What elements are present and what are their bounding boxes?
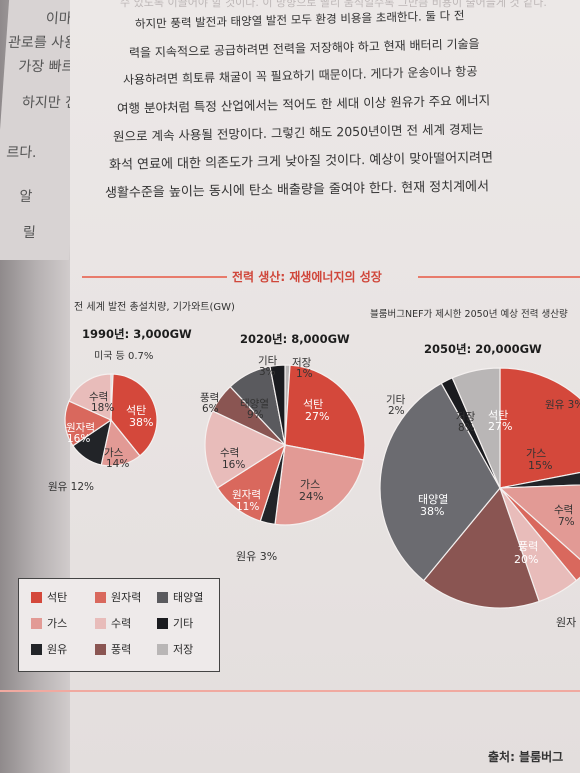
- label-2020-hydro-pct: 16%: [222, 459, 246, 471]
- label-1990-coal: 석탄: [126, 404, 147, 417]
- label-2050-other-pct: 2%: [388, 405, 405, 417]
- label-2050-wind: 풍력: [518, 540, 539, 553]
- label-2020-wind-pct: 6%: [202, 403, 219, 415]
- label-1990-nuclear-pct: 16%: [67, 433, 91, 445]
- figure-subtitle: 전 세계 발전 총설치량, 기가와트(GW): [74, 302, 235, 313]
- legend-swatch-coal: [31, 591, 42, 603]
- legend-hydro: 수력: [95, 615, 131, 631]
- legend-swatch-oil: [31, 643, 42, 655]
- label-2020-storage-pct: 1%: [296, 368, 313, 380]
- bottom-rule: [0, 690, 580, 692]
- chart-legend: 석탄 원자력 태양열 가스 수력 기타 원유 풍력 저장: [18, 578, 220, 672]
- legend-swatch-nuclear: [95, 591, 106, 603]
- year-label-2050: 2050년: 20,000GW: [424, 342, 542, 356]
- slice-2050-8: [499, 471, 580, 489]
- slice-2050-0: [499, 367, 580, 489]
- year-label-1990: 1990년: 3,000GW: [82, 327, 192, 341]
- legend-label-oil: 원유: [47, 643, 68, 656]
- label-2050-storage: 저장: [456, 411, 476, 423]
- legend-label-gas: 가스: [47, 617, 68, 630]
- forecast-note: 블룸버그NEF가 제시한 2050년 예상 전력 생산량: [370, 309, 568, 320]
- label-2020-solar-pct: 9%: [247, 409, 264, 421]
- legend-nuclear: 원자력: [95, 589, 141, 605]
- label-2020-nuclear-pct: 11%: [236, 501, 260, 513]
- slice-2050-5: [379, 382, 501, 582]
- label-2050-coal: 석탄: [488, 409, 509, 422]
- label-2020-nuclear: 원자력: [232, 489, 261, 501]
- label-1990-nuclear: 원자력: [66, 422, 95, 434]
- label-2020-other: 기타: [258, 355, 278, 367]
- slice-1990-3: [64, 400, 113, 447]
- legend-other: 기타: [157, 615, 193, 631]
- legend-label-solar: 태양열: [173, 591, 204, 604]
- label-2050-wind-pct: 20%: [514, 553, 539, 566]
- label-2050-nuclear: 원자: [556, 616, 577, 629]
- label-1990-oil: 원유 12%: [48, 481, 94, 493]
- legend-swatch-solar: [157, 591, 168, 603]
- title-rule-right: [418, 276, 580, 278]
- slice-2020-1: [274, 444, 365, 526]
- pie-1990: [64, 373, 158, 467]
- label-2020-oil: 원유 3%: [236, 550, 278, 563]
- legend-swatch-storage: [157, 643, 168, 655]
- legend-label-storage: 저장: [173, 643, 194, 656]
- label-2050-coal-pct: 27%: [488, 420, 513, 433]
- title-rule-left: [82, 276, 227, 278]
- legend-coal: 석탄: [31, 589, 67, 605]
- legend-swatch-other: [157, 617, 168, 629]
- label-1990-hydro: 수력: [89, 391, 109, 403]
- bleed-text-1: [90, 520, 94, 534]
- figure-source: 출처: 블룸버그: [488, 750, 564, 764]
- legend-solar: 태양열: [157, 589, 203, 605]
- label-2020-gas-pct: 24%: [299, 490, 324, 503]
- text-line-0: 수 있도록 이끌어야 할 것이다. 이 방향으로 빨리 움직일수록 그만큼 비용…: [120, 0, 547, 9]
- label-2020-hydro: 수력: [220, 447, 240, 459]
- label-2050-gas: 가스: [526, 447, 547, 460]
- label-2020-coal-pct: 27%: [305, 410, 330, 423]
- legend-label-nuclear: 원자력: [111, 591, 142, 604]
- label-1990-gas-pct: 14%: [106, 458, 130, 470]
- label-2050-hydro: 수력: [554, 504, 574, 516]
- pie-2050: [379, 367, 580, 609]
- label-2050-storage-pct: 8%: [458, 422, 475, 434]
- label-2050-solar: 태양열: [418, 493, 449, 506]
- slice-2050-7: [451, 367, 501, 489]
- label-2050-gas-pct: 15%: [528, 459, 553, 472]
- figure-title: 전력 생산: 재생에너지의 성장: [232, 270, 382, 284]
- label-2020-other-pct: 3%: [259, 366, 276, 378]
- label-2020-wind: 풍력: [200, 392, 220, 404]
- legend-swatch-gas: [31, 617, 42, 629]
- label-1990-other: 미국 등 0.7%: [94, 351, 154, 362]
- label-1990-coal-pct: 38%: [129, 416, 154, 429]
- slice-2020-0: [284, 364, 366, 461]
- legend-label-other: 기타: [173, 617, 194, 630]
- legend-label-wind: 풍력: [111, 643, 132, 656]
- legend-swatch-wind: [95, 643, 106, 655]
- legend-wind: 풍력: [95, 641, 131, 657]
- pie-2020: [204, 364, 366, 526]
- label-2050-hydro-pct: 7%: [558, 516, 575, 528]
- legend-storage: 저장: [157, 641, 193, 657]
- label-2020-solar: 태양열: [240, 398, 269, 410]
- legend-oil: 원유: [31, 641, 67, 657]
- slice-1990-0: [110, 373, 158, 457]
- legend-label-coal: 석탄: [47, 591, 68, 604]
- slice-2050-4: [422, 486, 540, 609]
- label-1990-gas: 가스: [104, 447, 124, 459]
- label-2020-gas: 가스: [300, 478, 321, 491]
- year-label-2020: 2020년: 8,000GW: [240, 332, 350, 346]
- legend-label-hydro: 수력: [111, 617, 132, 630]
- label-2020-storage: 저장: [292, 357, 312, 369]
- legend-gas: 가스: [31, 615, 67, 631]
- label-2050-solar-pct: 38%: [420, 505, 445, 518]
- label-1990-hydro-pct: 18%: [91, 402, 115, 414]
- label-2050-other: 기타: [386, 394, 406, 406]
- slice-2020-4: [204, 410, 287, 489]
- slice-2020-7: [269, 364, 286, 446]
- legend-swatch-hydro: [95, 617, 106, 629]
- slice-1990-4: [68, 373, 112, 421]
- label-2020-coal: 석탄: [303, 398, 324, 411]
- label-2050-oil: 원유 3%: [545, 399, 580, 411]
